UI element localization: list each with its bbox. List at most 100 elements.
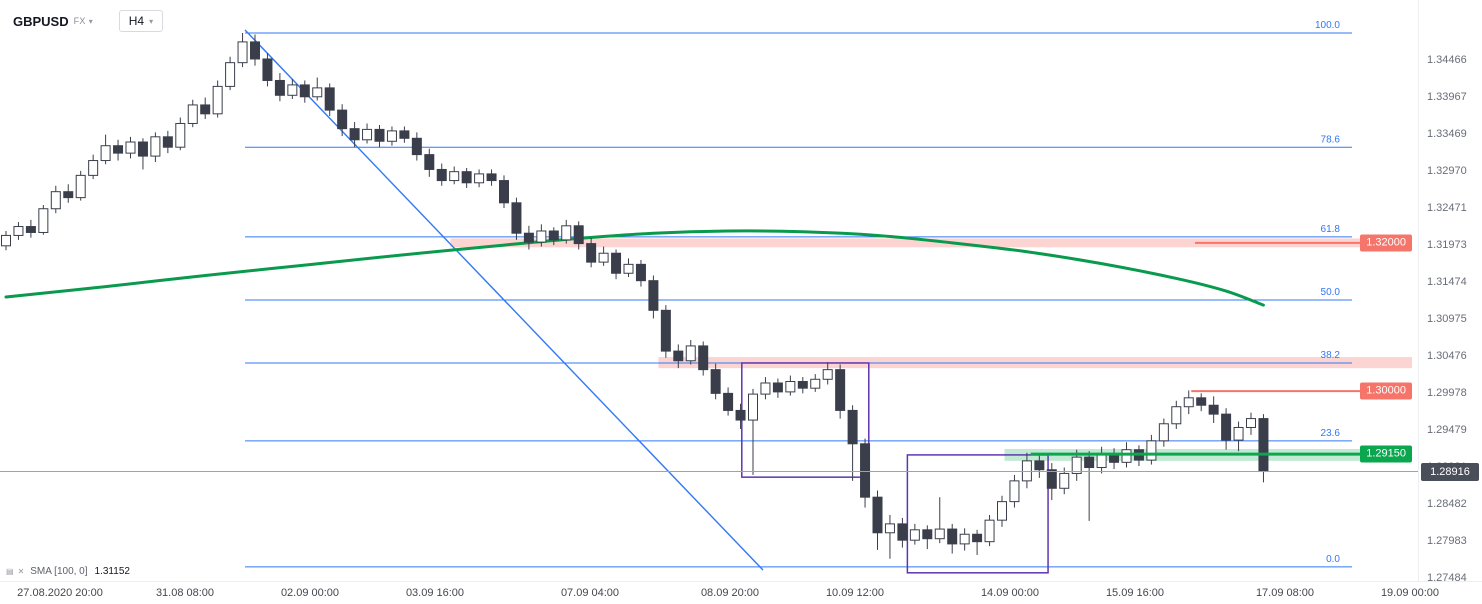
indicator-name[interactable]: SMA [100, 0] (30, 566, 88, 577)
time-axis-label: 17.09 08:00 (1255, 587, 1315, 599)
rectangle-drawing[interactable] (906, 454, 1049, 574)
candle (187, 99, 198, 128)
chart-canvas[interactable]: 100.0 78.6 61.8 50.0 38.2 23.6 0.0 (0, 0, 1418, 581)
candle (523, 225, 534, 250)
symbol-dropdown-caret-icon[interactable]: ▾ (88, 16, 93, 26)
candle (1034, 455, 1045, 478)
candle (38, 205, 49, 235)
candle (13, 222, 24, 240)
trendline[interactable] (244, 29, 764, 571)
candle (499, 175, 509, 208)
market-type-label: FX (73, 16, 86, 26)
time-axis[interactable]: 27.08.2020 20:00 31.08 08:00 02.09 00:00 03… (0, 581, 1482, 604)
zone-resistance-1-3200[interactable] (450, 238, 1413, 248)
price-axis[interactable]: 1.34466 1.33967 1.33469 1.32970 1.32471 1.319… (1418, 0, 1482, 584)
timeframe-caret-icon: ▾ (149, 16, 154, 26)
symbol-name[interactable]: GBPUSD (13, 13, 69, 29)
candle (1208, 396, 1219, 424)
sma-line (4, 229, 1265, 307)
candle (1196, 393, 1207, 412)
candle (922, 525, 933, 550)
candle (810, 374, 821, 392)
candle (660, 305, 671, 358)
time-axis-label: 10.09 12:00 (825, 587, 885, 599)
time-axis-label: 27.08.2020 20:00 (17, 587, 103, 599)
candle (548, 227, 559, 246)
candle (785, 375, 796, 396)
candle (25, 219, 36, 238)
price-axis-label: 1.30476 (1427, 349, 1467, 362)
candle (324, 83, 335, 117)
candle (1084, 451, 1095, 521)
candle (137, 138, 148, 170)
candle (1146, 434, 1157, 465)
current-price-badge: 1.28916 (1421, 462, 1479, 481)
candle (63, 184, 74, 203)
candle (872, 490, 883, 550)
candle (287, 78, 298, 100)
time-axis-label: 03.09 16:00 (405, 587, 465, 599)
price-axis-label: 1.29978 (1427, 386, 1467, 399)
candle (947, 523, 958, 554)
candle (312, 77, 323, 101)
candle (486, 169, 497, 186)
time-axis-label: 08.09 20:00 (700, 587, 760, 599)
candle (125, 136, 136, 159)
candle (748, 388, 758, 475)
price-axis-label: 1.27484 (1427, 571, 1467, 584)
fib-retracement[interactable]: 100.0 78.6 61.8 50.0 38.2 23.6 0.0 (245, 20, 1352, 568)
candle (299, 80, 310, 103)
candle (710, 363, 721, 400)
time-axis-label: 02.09 00:00 (280, 587, 340, 599)
candle (835, 364, 846, 419)
candle (1171, 400, 1182, 429)
price-alert-badge[interactable]: 1.32000 (1360, 234, 1412, 252)
candle (411, 132, 422, 161)
candle (1233, 421, 1244, 452)
fib-level-label: 78.6 (1321, 134, 1341, 145)
candle (162, 130, 173, 154)
candle (997, 495, 1007, 527)
time-axis-label: 15.09 16:00 (1105, 587, 1165, 599)
candle (88, 154, 99, 180)
fib-level-label: 61.8 (1321, 224, 1341, 235)
candle (623, 258, 634, 277)
indicator-visibility-icon[interactable]: ▤ (6, 566, 14, 576)
candle (225, 56, 236, 91)
candle (474, 169, 485, 188)
candle (573, 221, 584, 250)
price-axis-label: 1.31973 (1427, 238, 1467, 251)
candle (1021, 452, 1032, 489)
price-axis-label: 1.29479 (1427, 423, 1467, 436)
candle (449, 166, 460, 185)
candle (884, 514, 895, 559)
candle (685, 339, 696, 365)
candle (648, 275, 659, 319)
price-axis-label: 1.34466 (1427, 54, 1467, 66)
time-axis-label: 19.09 00:00 (1380, 587, 1440, 599)
price-alert-badge[interactable]: 1.30000 (1360, 382, 1412, 400)
timeframe-button[interactable]: H4 ▾ (118, 10, 164, 32)
trendline-segment[interactable] (244, 29, 764, 571)
candle (200, 97, 211, 120)
price-axis-label: 1.31474 (1427, 275, 1467, 288)
drawn-rectangles[interactable] (741, 362, 1049, 574)
candle (897, 517, 908, 548)
price-axis-label: 1.32471 (1427, 201, 1467, 214)
price-axis-label: 1.33967 (1427, 91, 1467, 103)
candle (374, 124, 385, 148)
candle (1183, 390, 1194, 415)
indicator-remove-icon[interactable]: ✕ (17, 566, 25, 576)
candle (735, 403, 746, 429)
candles-layer (1, 33, 1269, 559)
candle (1, 230, 11, 251)
candle (934, 497, 945, 544)
time-axis-label: 14.09 00:00 (980, 587, 1040, 599)
time-axis-label: 31.08 08:00 (155, 587, 215, 599)
candle (860, 438, 871, 508)
candle (797, 377, 808, 394)
price-alert-badge[interactable]: 1.29150 (1360, 445, 1412, 463)
candle (237, 33, 248, 68)
candle (436, 163, 447, 186)
